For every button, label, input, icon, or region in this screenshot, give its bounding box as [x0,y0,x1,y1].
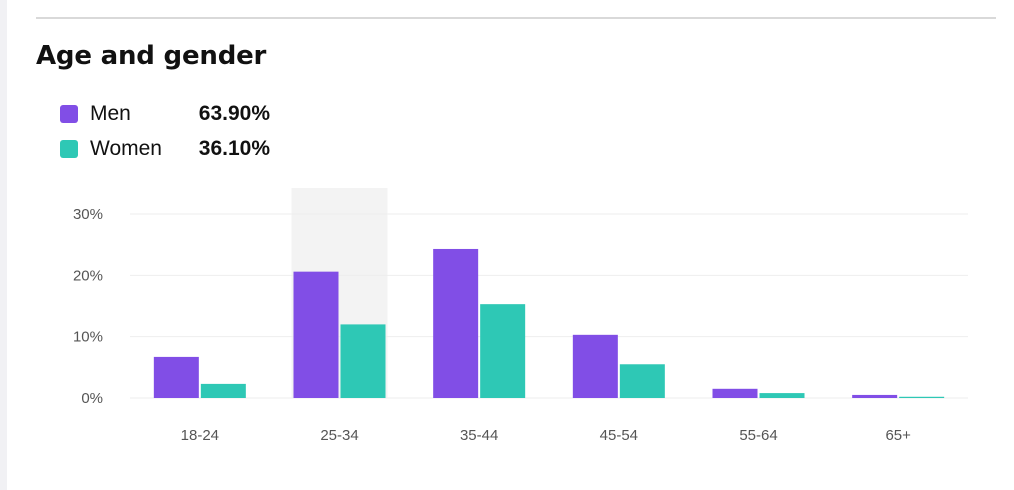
y-tick-label: 20% [73,267,103,284]
bar-men-18-24[interactable] [153,356,199,398]
y-tick-label: 30% [73,206,103,223]
legend-label-women: Women [90,137,162,160]
bar-women-25-34[interactable] [340,324,386,398]
legend-item-women[interactable]: Women 36.10% [60,135,290,170]
x-tick-label: 45-54 [600,427,638,444]
bar-men-35-44[interactable] [433,248,479,398]
top-divider [36,17,996,19]
left-panel-edge [0,0,7,490]
bar-women-18-24[interactable] [200,383,246,398]
bar-women-35-44[interactable] [480,304,526,398]
x-tick-label: 35-44 [460,427,498,444]
legend-swatch-women [60,140,78,158]
card-title: Age and gender [36,41,267,71]
bar-women-45-54[interactable] [619,364,665,398]
legend-value-men: 63.90% [198,102,270,125]
legend-label-men: Men [90,102,131,125]
legend-swatch-men [60,105,78,123]
legend: Men 63.90% Women 36.10% [60,100,290,170]
bar-women-55-64[interactable] [759,393,805,398]
x-tick-label: 18-24 [181,427,219,444]
bar-men-45-54[interactable] [572,334,618,398]
legend-value-women: 36.10% [198,137,270,160]
x-tick-label: 25-34 [320,427,358,444]
bar-men-25-34[interactable] [293,271,339,398]
x-tick-label: 55-64 [739,427,777,444]
bar-men-65+[interactable] [852,394,898,398]
y-tick-label: 10% [73,329,103,346]
y-tick-label: 0% [81,390,103,407]
legend-item-men[interactable]: Men 63.90% [60,100,290,135]
x-tick-label: 65+ [885,427,911,444]
bar-men-55-64[interactable] [712,388,758,398]
bar-women-65+[interactable] [899,396,945,398]
